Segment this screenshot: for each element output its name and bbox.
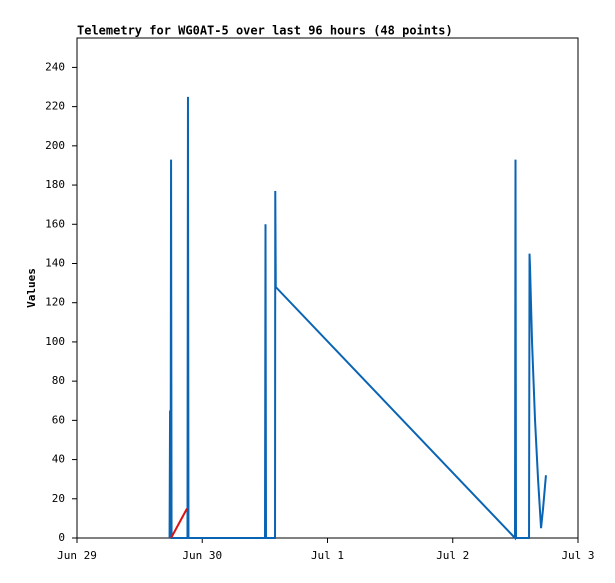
x-tick-label: Jul 1 (311, 549, 344, 562)
series-line (168, 96, 547, 541)
y-axis-label: Values (25, 268, 38, 308)
y-tick-label: 0 (58, 531, 65, 544)
y-tick-label: 40 (52, 453, 65, 466)
y-tick-label: 200 (45, 139, 65, 152)
y-tick-label: 120 (45, 296, 65, 309)
y-tick-label: 160 (45, 217, 65, 230)
x-tick-label: Jun 30 (182, 549, 222, 562)
x-tick-label: Jul 2 (436, 549, 469, 562)
x-tick-label: Jul 3 (561, 549, 594, 562)
x-tick-label: Jun 29 (57, 549, 97, 562)
y-tick-label: 60 (52, 413, 65, 426)
y-tick-label: 140 (45, 256, 65, 269)
chart-title: Telemetry for WG0AT-5 over last 96 hours… (77, 24, 453, 38)
series-line (170, 508, 188, 539)
y-tick-label: 180 (45, 178, 65, 191)
y-tick-label: 80 (52, 374, 65, 387)
y-tick-label: 240 (45, 60, 65, 73)
y-tick-label: 20 (52, 492, 65, 505)
y-tick-label: 220 (45, 100, 65, 113)
y-tick-label: 100 (45, 335, 65, 348)
